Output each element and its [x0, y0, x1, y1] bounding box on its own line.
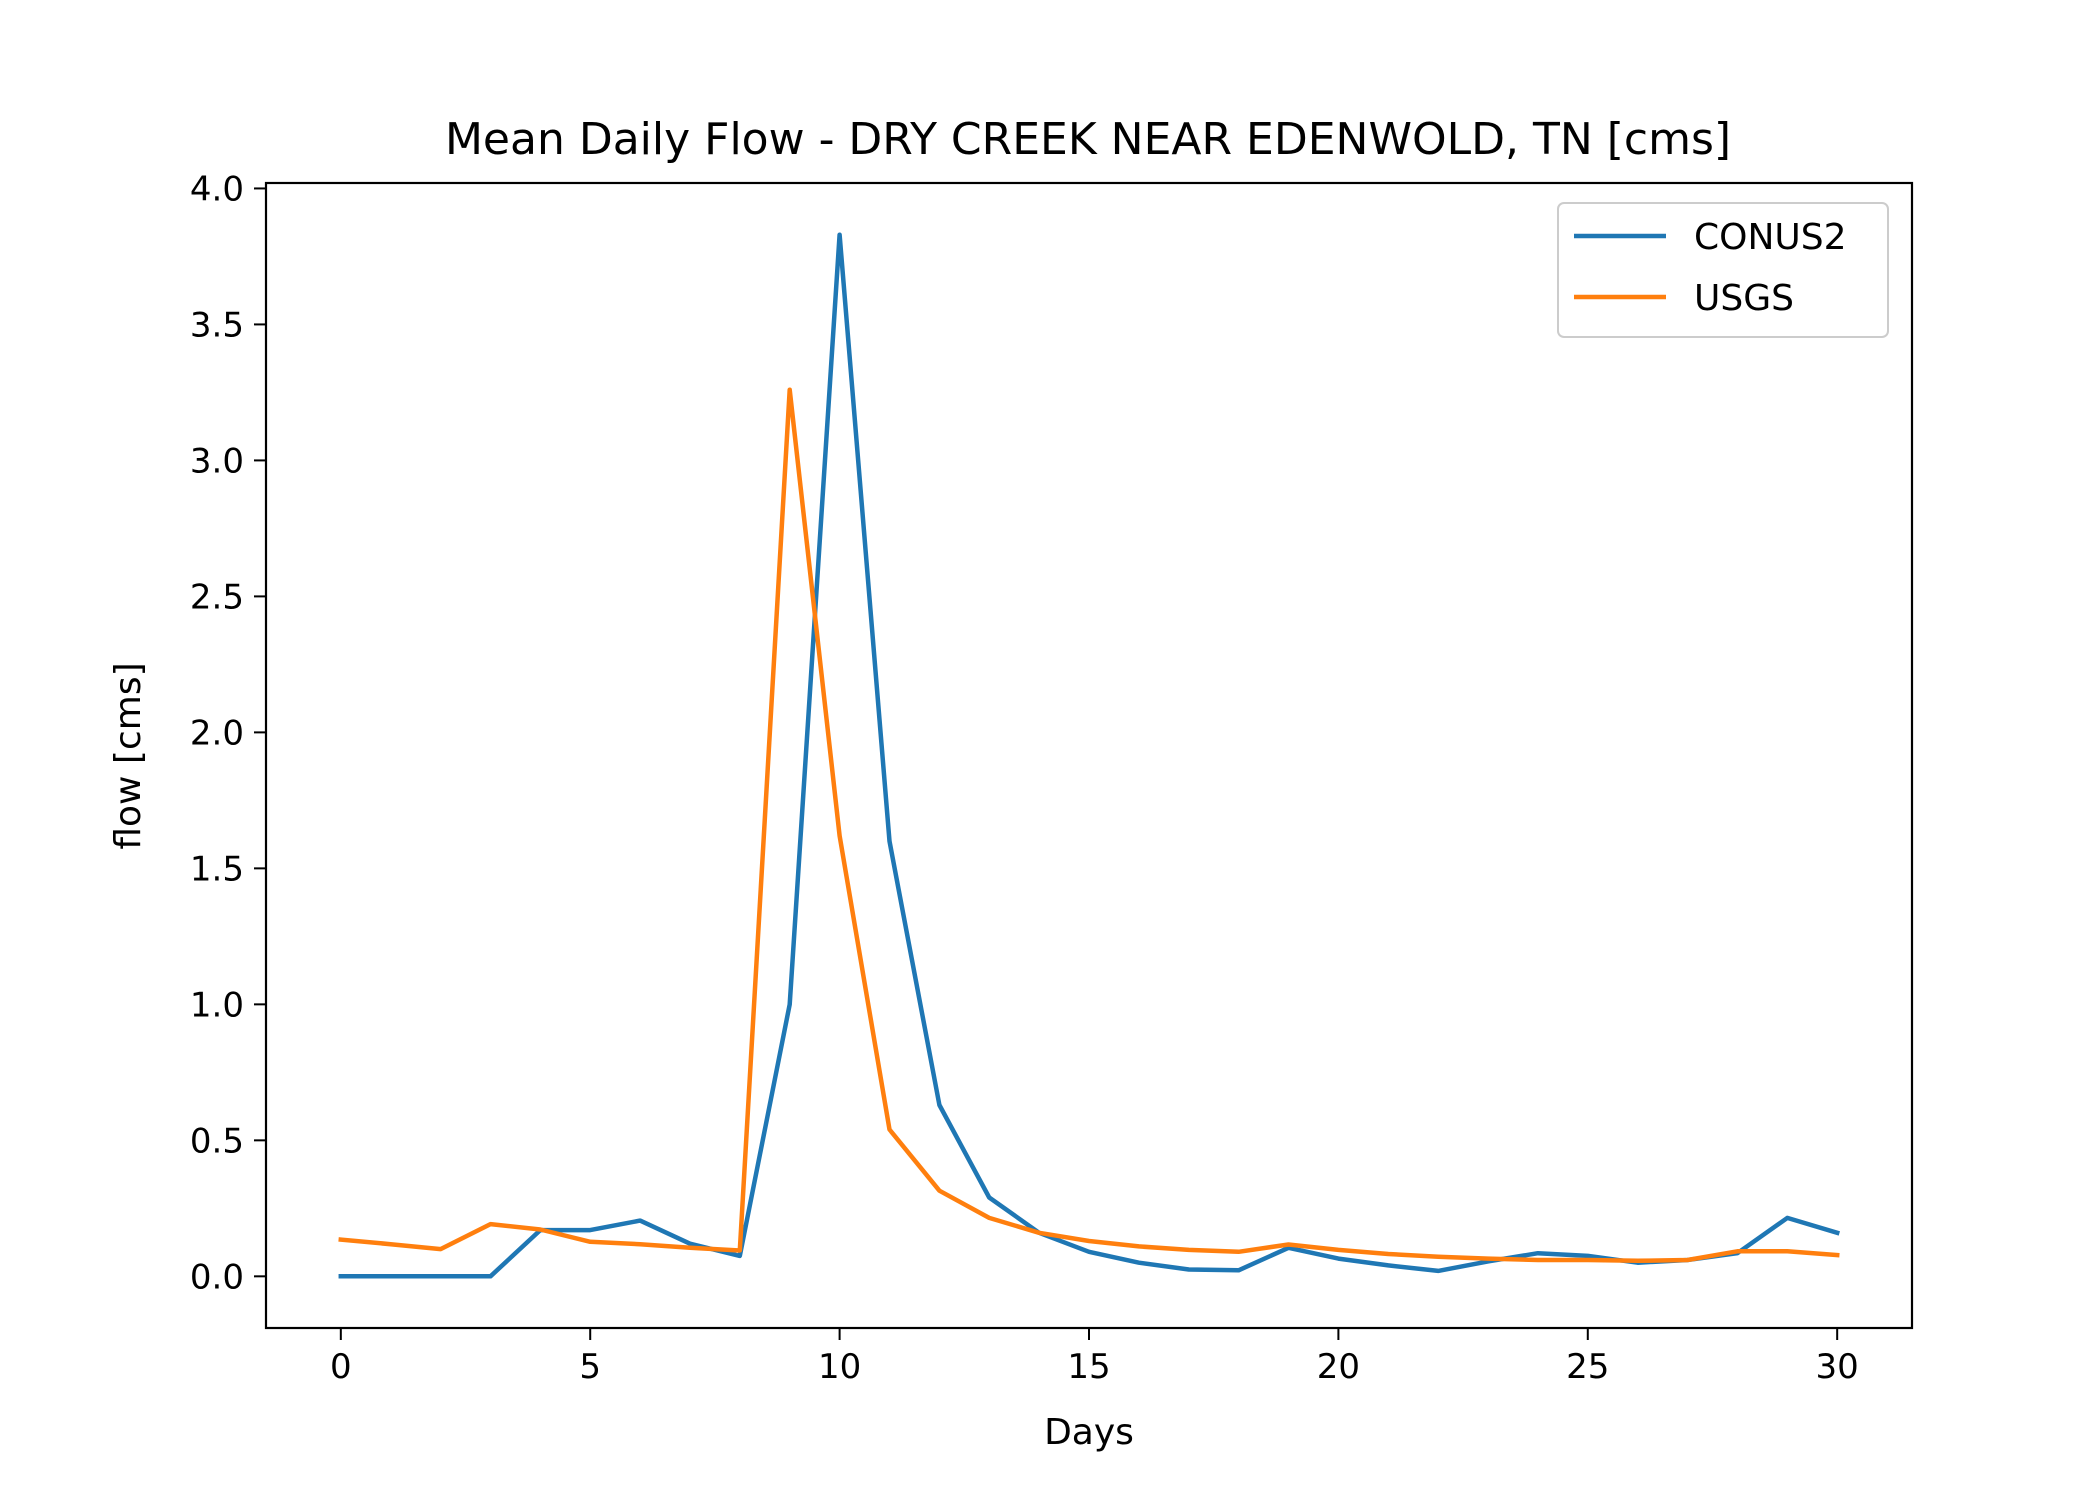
legend-entry: CONUS2 [1694, 217, 1847, 258]
y-axis: 0.0 0.5 1.0 1.5 2.0 2.5 3.0 3.5 4.0 [190, 169, 266, 1297]
chart-title: Mean Daily Flow - DRY CREEK NEAR EDENWOL… [445, 114, 1731, 165]
y-tick-label: 2.0 [190, 713, 244, 753]
x-tick-label: 25 [1566, 1347, 1609, 1387]
x-axis: 0 5 10 15 20 25 30 [330, 1328, 1859, 1387]
plot-layer [338, 232, 1840, 1279]
y-tick-label: 1.0 [190, 985, 244, 1025]
series-line-conus2 [338, 232, 1840, 1279]
y-tick-label: 3.0 [190, 441, 244, 481]
y-tick-label: 0.5 [190, 1121, 244, 1161]
series-line-usgs [338, 387, 1840, 1264]
x-tick-label: 10 [818, 1347, 861, 1387]
x-tick-label: 0 [330, 1347, 352, 1387]
y-tick-label: 4.0 [190, 169, 244, 209]
y-tick-label: 0.0 [190, 1257, 244, 1297]
y-tick-label: 2.5 [190, 577, 244, 617]
y-tick-label: 3.5 [190, 305, 244, 345]
x-axis-label: Days [1044, 1412, 1134, 1453]
x-tick-label: 30 [1816, 1347, 1859, 1387]
y-tick-label: 1.5 [190, 849, 244, 889]
x-tick-label: 5 [579, 1347, 601, 1387]
y-axis-label: flow [cms] [108, 662, 149, 849]
legend: CONUS2 USGS [1557, 202, 1889, 338]
x-tick-label: 20 [1317, 1347, 1360, 1387]
x-tick-label: 15 [1067, 1347, 1110, 1387]
legend-entry: USGS [1694, 278, 1794, 319]
